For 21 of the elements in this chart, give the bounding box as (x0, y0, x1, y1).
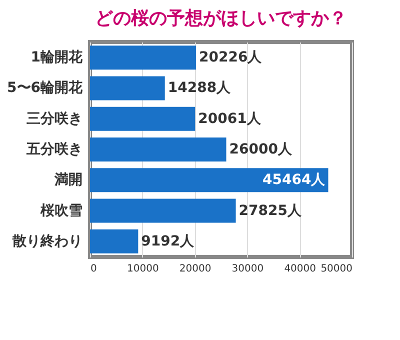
x-tick-label: 0 (90, 264, 97, 274)
y-tick-label: 1輪開花 (30, 50, 84, 66)
y-tick-label: 五分咲き (26, 142, 82, 158)
x-tick-label: 20000 (179, 264, 212, 274)
y-tick-label: 散り終わり (12, 233, 82, 250)
data-label: 14288人 (168, 80, 232, 96)
chart-title: どの桜の予想がほしいですか？ (95, 8, 347, 29)
y-tick-label: 桜吹雪 (40, 202, 82, 219)
x-tick-label: 50000 (320, 264, 352, 274)
y-tick-label: 三分咲き (26, 110, 82, 127)
x-tick-label: 40000 (284, 264, 316, 274)
y-tick-label: 5〜6輪開花 (7, 80, 84, 96)
data-label: 20061人 (198, 110, 262, 127)
data-label: 20226人 (198, 50, 263, 66)
x-tick-label: 10000 (126, 264, 159, 274)
data-label: 45464人 (262, 172, 326, 188)
y-tick-label: 満開 (54, 172, 82, 188)
data-label: 27825人 (238, 202, 303, 219)
data-label: 26000人 (229, 142, 293, 158)
data-label: 9192人 (141, 233, 196, 250)
x-tick-label: 30000 (232, 264, 264, 274)
